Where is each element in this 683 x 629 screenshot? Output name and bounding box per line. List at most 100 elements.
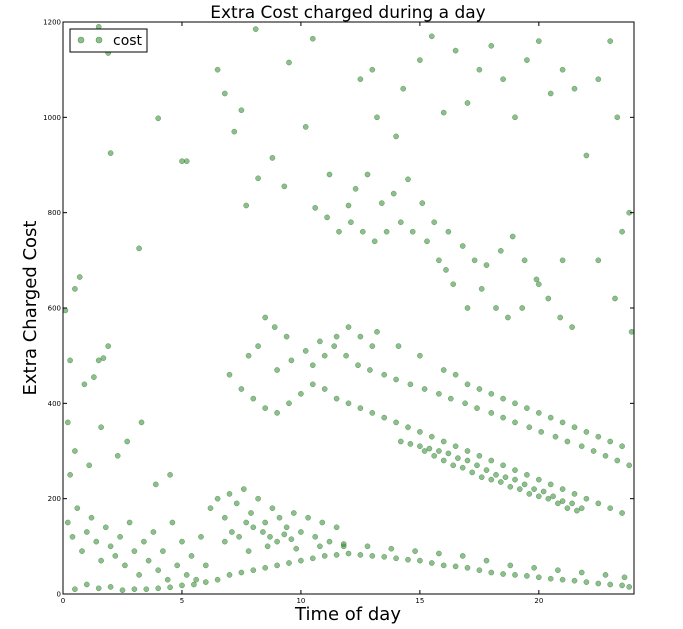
data-point-cost-69 bbox=[471, 257, 478, 264]
data-point-cost-166 bbox=[450, 462, 457, 469]
data-point-cost-287 bbox=[488, 569, 495, 576]
data-point-cost-358 bbox=[395, 343, 402, 349]
data-point-cost-340 bbox=[309, 362, 316, 369]
data-point-cost-12 bbox=[136, 245, 142, 252]
data-point-cost-272 bbox=[131, 586, 138, 593]
data-point-cost-161 bbox=[607, 505, 614, 512]
data-point-cost-120 bbox=[526, 424, 533, 431]
data-point-cost-262 bbox=[274, 538, 280, 545]
data-point-cost-169 bbox=[478, 474, 485, 481]
data-point-cost-54 bbox=[619, 228, 625, 235]
data-point-cost-185 bbox=[445, 450, 452, 457]
data-point-cost-355 bbox=[607, 438, 614, 445]
data-point-cost-319 bbox=[264, 543, 271, 550]
data-point-cost-273 bbox=[155, 585, 162, 592]
data-point-cost-190 bbox=[493, 471, 499, 478]
data-point-cost-70 bbox=[483, 262, 490, 268]
data-point-cost-52 bbox=[614, 114, 621, 121]
data-point-cost-332 bbox=[578, 569, 585, 576]
data-point-cost-342 bbox=[452, 371, 459, 378]
data-point-cost-278 bbox=[274, 562, 280, 569]
data-point-cost-224 bbox=[179, 538, 185, 545]
data-point-cost-126 bbox=[602, 452, 609, 459]
legend-marker-left bbox=[77, 36, 85, 44]
data-point-cost-241 bbox=[214, 495, 221, 502]
data-point-cost-100 bbox=[245, 352, 252, 359]
data-point-cost-275 bbox=[202, 579, 209, 585]
data-point-cost-40 bbox=[476, 66, 483, 73]
data-point-cost-209 bbox=[107, 543, 114, 550]
data-point-cost-106 bbox=[343, 352, 349, 359]
data-point-cost-202 bbox=[74, 505, 81, 512]
data-point-cost-313 bbox=[524, 573, 530, 579]
data-point-cost-68 bbox=[459, 243, 466, 249]
data-point-cost-339 bbox=[321, 352, 328, 359]
data-point-cost-32 bbox=[374, 114, 380, 121]
data-point-cost-135 bbox=[298, 390, 304, 397]
data-point-cost-322 bbox=[340, 541, 347, 547]
data-point-cost-75 bbox=[545, 295, 552, 302]
data-point-cost-285 bbox=[440, 562, 447, 569]
data-point-cost-114 bbox=[447, 395, 454, 402]
data-point-cost-0 bbox=[62, 307, 69, 314]
data-point-cost-353 bbox=[583, 429, 590, 435]
x-tick-label-15: 15 bbox=[415, 597, 424, 605]
data-point-cost-212 bbox=[122, 562, 128, 569]
data-point-cost-55 bbox=[628, 328, 635, 335]
data-point-cost-307 bbox=[381, 553, 388, 560]
data-point-cost-298 bbox=[167, 584, 173, 591]
data-point-cost-89 bbox=[383, 228, 390, 235]
data-point-cost-157 bbox=[559, 486, 566, 492]
data-point-cost-308 bbox=[405, 556, 411, 563]
data-point-cost-255 bbox=[312, 533, 319, 540]
data-point-cost-58 bbox=[559, 257, 566, 264]
data-point-cost-33 bbox=[393, 133, 399, 140]
data-point-cost-293 bbox=[626, 584, 633, 590]
data-point-cost-44 bbox=[524, 57, 530, 63]
data-point-cost-354 bbox=[595, 433, 602, 440]
data-point-cost-233 bbox=[98, 424, 104, 431]
data-point-cost-97 bbox=[271, 324, 278, 330]
data-point-cost-283 bbox=[393, 555, 399, 562]
data-point-cost-253 bbox=[298, 529, 304, 535]
data-point-cost-119 bbox=[512, 419, 518, 426]
data-point-cost-326 bbox=[436, 550, 442, 557]
data-point-cost-116 bbox=[474, 405, 480, 411]
data-point-cost-152 bbox=[500, 462, 506, 469]
data-point-cost-217 bbox=[145, 557, 152, 564]
data-point-cost-27 bbox=[309, 35, 316, 42]
data-point-cost-127 bbox=[614, 457, 621, 464]
data-point-cost-29 bbox=[345, 202, 352, 209]
data-point-cost-214 bbox=[131, 548, 138, 554]
data-point-cost-207 bbox=[98, 557, 104, 564]
data-point-cost-266 bbox=[243, 519, 250, 526]
data-point-cost-250 bbox=[276, 514, 283, 521]
data-point-cost-179 bbox=[574, 507, 580, 514]
data-point-cost-260 bbox=[260, 529, 266, 535]
data-point-cost-164 bbox=[431, 452, 438, 459]
data-point-cost-317 bbox=[619, 582, 625, 589]
legend-marker-right bbox=[95, 36, 103, 44]
data-point-cost-346 bbox=[500, 395, 506, 402]
data-point-cost-65 bbox=[419, 200, 426, 206]
data-point-cost-271 bbox=[107, 584, 114, 590]
data-point-cost-146 bbox=[428, 433, 435, 440]
data-point-cost-76 bbox=[557, 314, 564, 321]
y-axis-title: Extra Charged Cost bbox=[20, 221, 41, 396]
data-point-cost-216 bbox=[141, 538, 147, 545]
data-point-cost-88 bbox=[397, 219, 404, 226]
data-point-cost-187 bbox=[464, 457, 471, 464]
data-point-cost-206 bbox=[93, 538, 100, 545]
data-point-cost-311 bbox=[476, 567, 483, 574]
data-point-cost-48 bbox=[571, 85, 578, 92]
data-point-cost-230 bbox=[67, 471, 73, 478]
data-point-cost-82 bbox=[505, 314, 511, 321]
data-point-cost-331 bbox=[555, 567, 561, 574]
data-point-cost-252 bbox=[290, 510, 297, 516]
y-tick-label-200: 200 bbox=[48, 495, 61, 503]
data-point-cost-246 bbox=[248, 510, 254, 516]
data-point-cost-122 bbox=[552, 433, 559, 440]
data-point-cost-289 bbox=[535, 574, 542, 581]
data-point-cost-61 bbox=[364, 171, 371, 178]
data-point-cost-203 bbox=[79, 548, 85, 554]
